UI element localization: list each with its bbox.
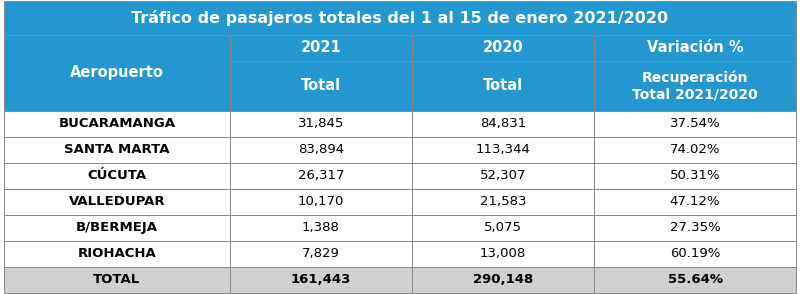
Text: 26,317: 26,317 [298, 169, 344, 182]
Bar [594, 137, 796, 163]
Text: 2021: 2021 [301, 40, 341, 55]
Bar [412, 111, 594, 137]
Bar [230, 215, 412, 240]
Bar [4, 240, 230, 267]
Bar [230, 267, 412, 293]
Text: BUCARAMANGA: BUCARAMANGA [58, 117, 175, 130]
Bar [230, 163, 412, 189]
Text: B/BERMEJA: B/BERMEJA [76, 221, 158, 234]
Text: 50.31%: 50.31% [670, 169, 720, 182]
Text: TOTAL: TOTAL [94, 273, 141, 286]
Bar [412, 163, 594, 189]
Text: 7,829: 7,829 [302, 247, 340, 260]
Text: 83,894: 83,894 [298, 143, 344, 156]
Text: RIOHACHA: RIOHACHA [78, 247, 156, 260]
Text: Total: Total [483, 78, 523, 93]
Text: Total: Total [301, 78, 341, 93]
Bar [412, 189, 594, 215]
Text: 84,831: 84,831 [480, 117, 526, 130]
Text: 31,845: 31,845 [298, 117, 344, 130]
Bar [594, 215, 796, 240]
Text: 2020: 2020 [482, 40, 523, 55]
Bar [230, 111, 412, 137]
Text: CÚCUTA: CÚCUTA [87, 169, 146, 182]
Text: 74.02%: 74.02% [670, 143, 720, 156]
Text: 113,344: 113,344 [475, 143, 530, 156]
Bar [594, 189, 796, 215]
Text: SANTA MARTA: SANTA MARTA [64, 143, 170, 156]
Text: Aeropuerto: Aeropuerto [70, 65, 164, 80]
Text: Variación %: Variación % [646, 40, 743, 55]
Bar [230, 189, 412, 215]
Text: 13,008: 13,008 [480, 247, 526, 260]
Text: Recuperación
Total 2021/2020: Recuperación Total 2021/2020 [632, 71, 758, 101]
Bar [4, 35, 230, 111]
Bar [4, 215, 230, 240]
Bar [594, 267, 796, 293]
Text: 60.19%: 60.19% [670, 247, 720, 260]
Text: 37.54%: 37.54% [670, 117, 720, 130]
Bar [412, 215, 594, 240]
Bar [4, 267, 230, 293]
Bar [594, 61, 796, 111]
Text: 161,443: 161,443 [290, 273, 351, 286]
Bar [4, 111, 230, 137]
Bar [4, 137, 230, 163]
Bar [230, 35, 412, 61]
Text: 55.64%: 55.64% [667, 273, 722, 286]
Text: 5,075: 5,075 [484, 221, 522, 234]
Bar [594, 240, 796, 267]
Bar [4, 163, 230, 189]
Text: 52,307: 52,307 [480, 169, 526, 182]
Text: 27.35%: 27.35% [670, 221, 720, 234]
Text: VALLEDUPAR: VALLEDUPAR [69, 195, 165, 208]
Bar [412, 137, 594, 163]
Bar [594, 35, 796, 61]
Bar [412, 61, 594, 111]
Text: Tráfico de pasajeros totales del 1 al 15 de enero 2021/2020: Tráfico de pasajeros totales del 1 al 15… [131, 10, 669, 26]
Bar [230, 137, 412, 163]
Text: 290,148: 290,148 [473, 273, 533, 286]
Bar [4, 189, 230, 215]
Bar [230, 240, 412, 267]
Bar [230, 61, 412, 111]
Text: 10,170: 10,170 [298, 195, 344, 208]
Text: 47.12%: 47.12% [670, 195, 720, 208]
Bar [594, 111, 796, 137]
Text: 1,388: 1,388 [302, 221, 340, 234]
Bar [4, 1, 796, 35]
Bar [594, 163, 796, 189]
Text: 21,583: 21,583 [480, 195, 526, 208]
Bar [412, 240, 594, 267]
Bar [412, 35, 594, 61]
Bar [412, 267, 594, 293]
